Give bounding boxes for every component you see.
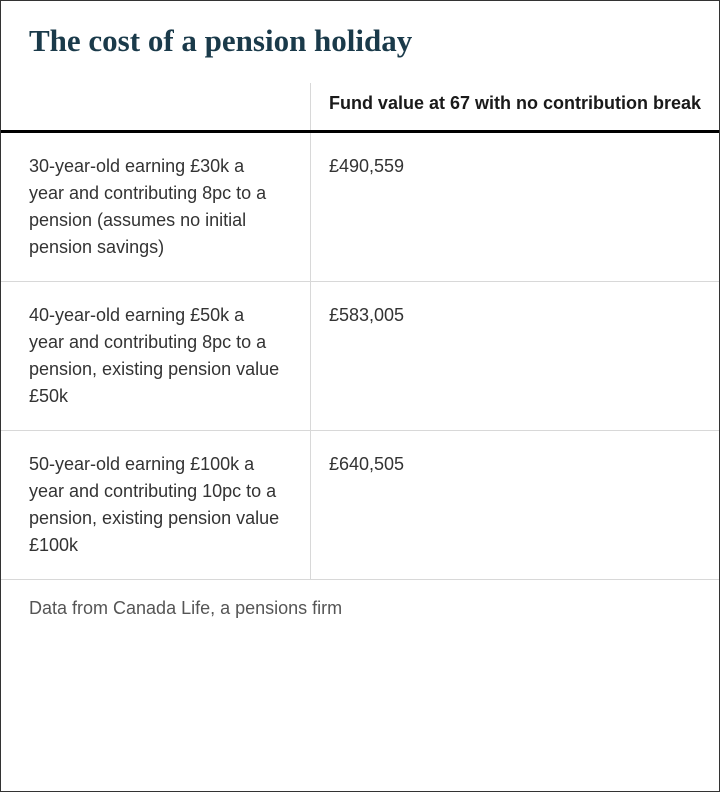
card-container: The cost of a pension holiday Fund value… [0, 0, 720, 792]
table-wrapper: Fund value at 67 with no contribution br… [1, 83, 719, 580]
value-cell: £583,005 [310, 282, 719, 431]
data-source-note: Data from Canada Life, a pensions firm [1, 580, 719, 637]
value-cell: £640,505 [310, 431, 719, 580]
col-header-scenario [1, 83, 310, 132]
card-title: The cost of a pension holiday [1, 1, 719, 83]
value-cell: £490,559 [310, 132, 719, 282]
table-header-row: Fund value at 67 with no contribution br… [1, 83, 719, 132]
scenario-cell: 50-year-old earning £100k a year and con… [1, 431, 310, 580]
table-row: 50-year-old earning £100k a year and con… [1, 431, 719, 580]
col-header-value: Fund value at 67 with no contribution br… [310, 83, 719, 132]
table-row: 30-year-old earning £30k a year and cont… [1, 132, 719, 282]
scenario-cell: 40-year-old earning £50k a year and cont… [1, 282, 310, 431]
pension-table: Fund value at 67 with no contribution br… [1, 83, 719, 580]
scenario-cell: 30-year-old earning £30k a year and cont… [1, 132, 310, 282]
table-row: 40-year-old earning £50k a year and cont… [1, 282, 719, 431]
